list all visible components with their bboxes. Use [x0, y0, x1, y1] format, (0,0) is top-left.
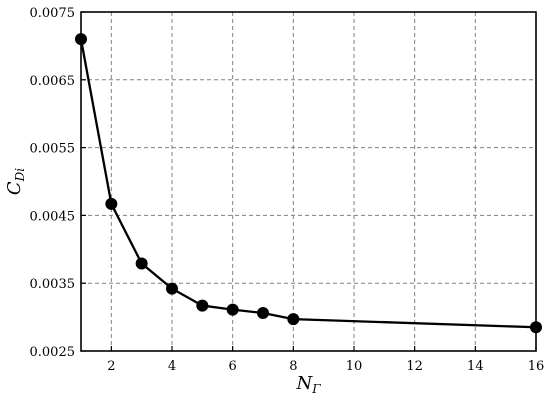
data-point — [257, 307, 269, 320]
x-tick-label: 4 — [168, 359, 176, 374]
data-point — [287, 313, 300, 326]
x-tick-label: 10 — [346, 359, 363, 374]
x-tick-label: 2 — [107, 359, 115, 374]
y-axis-label-main: C — [4, 181, 25, 195]
x-tick-label: 14 — [467, 359, 484, 374]
x-axis-label-sub: Γ — [311, 382, 321, 396]
y-tick-label: 0.0075 — [30, 6, 76, 21]
data-point — [135, 257, 148, 270]
y-tick-label: 0.0065 — [30, 74, 76, 89]
series-line — [79, 37, 538, 329]
x-axis-label: NΓ — [295, 373, 321, 396]
x-tick-label: 8 — [289, 359, 297, 374]
x-tick-label: 16 — [528, 359, 545, 374]
data-point — [226, 303, 239, 316]
grid — [81, 12, 536, 351]
y-axis-label: CDi — [4, 168, 27, 195]
data-series — [75, 33, 542, 334]
x-tick-labels: 2 4 6 8 10 12 14 16 — [107, 359, 544, 374]
y-tick-label: 0.0055 — [30, 142, 76, 157]
y-tick-label: 0.0025 — [30, 345, 76, 360]
y-tick-label: 0.0035 — [30, 277, 76, 292]
x-tick-label: 6 — [229, 359, 237, 374]
data-point — [166, 282, 178, 295]
tick-marks — [81, 11, 537, 352]
y-tick-label: 0.0045 — [30, 209, 76, 224]
y-tick-labels: 0.0025 0.0035 0.0045 0.0055 0.0065 0.0075 — [30, 6, 76, 360]
x-axis-label-main: N — [295, 373, 313, 394]
x-tick-label: 12 — [406, 359, 423, 374]
y-axis-label-sub: Di — [13, 168, 27, 183]
plot-frame — [80, 11, 537, 352]
data-point — [196, 299, 209, 312]
data-point — [105, 197, 118, 210]
